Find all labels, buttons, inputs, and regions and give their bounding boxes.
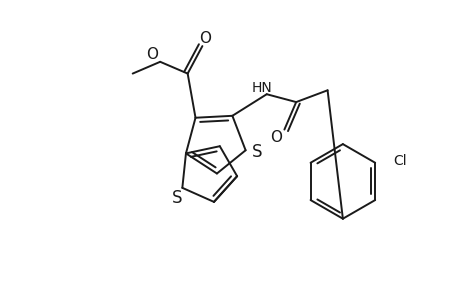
Text: O: O — [146, 47, 158, 62]
Text: S: S — [172, 189, 182, 207]
Text: S: S — [252, 143, 262, 161]
Text: Cl: Cl — [392, 154, 406, 168]
Text: O: O — [270, 130, 282, 145]
Text: HN: HN — [252, 81, 272, 95]
Text: O: O — [199, 31, 211, 46]
